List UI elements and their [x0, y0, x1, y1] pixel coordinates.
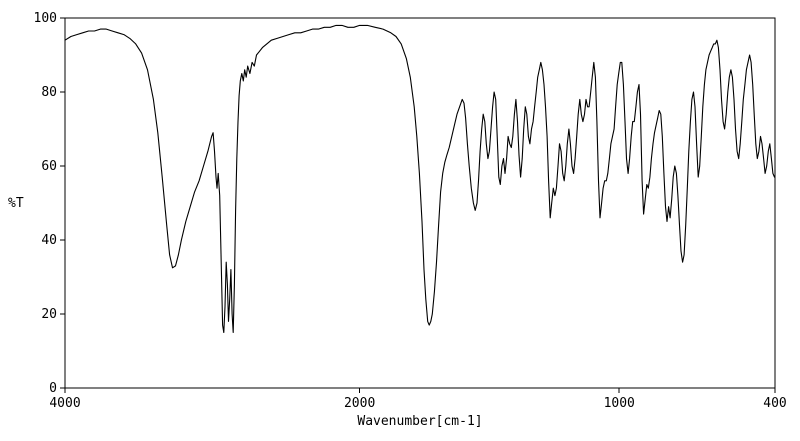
x-tick-label: 4000 — [49, 396, 80, 411]
x-tick-label: 400 — [763, 396, 786, 411]
y-axis-ticks: 0 20 40 60 80 100 — [34, 11, 65, 396]
y-axis-title: %T — [8, 196, 24, 211]
x-tick-label: 2000 — [344, 396, 375, 411]
x-tick-label: 1000 — [604, 396, 635, 411]
x-axis-ticks: 4000 2000 1000 400 — [49, 388, 787, 411]
y-tick-label: 80 — [41, 85, 57, 100]
y-tick-label: 20 — [41, 307, 57, 322]
x-axis-title: Wavenumber[cm-1] — [357, 414, 482, 429]
y-tick-label: 60 — [41, 159, 57, 174]
plot-border — [64, 17, 776, 389]
y-tick-label: 0 — [49, 381, 57, 396]
y-tick-label: 40 — [41, 233, 57, 248]
y-tick-label: 100 — [34, 11, 57, 26]
spectrum-trace — [64, 24, 776, 334]
